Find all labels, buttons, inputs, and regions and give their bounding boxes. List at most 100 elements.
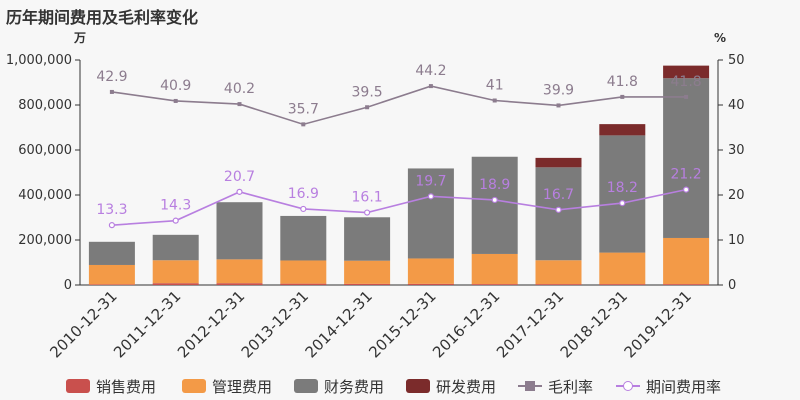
legend-item-rd[interactable]: 研发费用 (406, 374, 496, 398)
bar-sales (216, 283, 263, 285)
bar-sales (471, 284, 518, 285)
bar-sales (280, 283, 327, 285)
bar-finance (599, 135, 646, 253)
right-tick-label: 20 (728, 188, 745, 203)
legend-item-finance[interactable]: 财务费用 (294, 374, 384, 398)
bar-admin (535, 260, 582, 285)
gross-margin-line-icon (518, 379, 542, 393)
bar-admin (599, 252, 646, 285)
right-tick-label: 0 (728, 278, 736, 293)
rd-swatch-icon (406, 379, 430, 393)
x-tick-label: 2017-12-31 (493, 287, 567, 361)
expense-rate-point (172, 217, 179, 224)
expense-rate-data-label: 13.3 (96, 202, 127, 218)
legend-item-gross-margin[interactable]: 毛利率 (518, 374, 593, 398)
expense-rate-point (427, 193, 434, 200)
gross-margin-data-label: 40.2 (224, 81, 255, 97)
left-tick-label: 1,000,000 (6, 53, 72, 68)
expense-rate-point (555, 206, 562, 213)
bar-finance (471, 156, 518, 254)
bar-finance (152, 234, 199, 261)
left-tick-label: 600,000 (18, 143, 72, 158)
gross-margin-data-label: 44.2 (415, 63, 446, 79)
gross-margin-point (428, 84, 433, 89)
right-tick-label: 40 (728, 98, 745, 113)
expense-rate-data-label: 16.7 (543, 187, 574, 203)
expense-rate-point (108, 222, 116, 229)
gross-margin-point (620, 94, 625, 99)
bar-rd (663, 65, 710, 79)
left-tick-label: 200,000 (18, 233, 72, 248)
bar-admin (663, 237, 710, 285)
gross-margin-line (111, 85, 687, 126)
gross-margin-point (301, 122, 306, 127)
bar-finance (280, 215, 327, 261)
expense-rate-point (300, 205, 307, 213)
bar-admin (407, 258, 454, 284)
gross-margin-data-label: 41.8 (671, 74, 702, 90)
left-tick-label: 400,000 (18, 188, 72, 203)
bar-sales (663, 284, 710, 285)
gross-margin-point (684, 94, 689, 99)
expense-rate-point (236, 188, 243, 195)
expense-rate-point (682, 186, 690, 193)
sales-swatch-icon (66, 379, 90, 393)
gross-margin-data-label: 35.7 (288, 101, 319, 117)
expense-rate-point (619, 200, 626, 207)
legend-label-rd: 研发费用 (436, 377, 497, 396)
legend-label-admin: 管理费用 (212, 377, 273, 396)
x-tick-label: 2010-12-31 (46, 287, 120, 361)
finance-swatch-icon (294, 379, 318, 393)
bar-sales (599, 284, 646, 285)
expense-rate-data-label: 18.9 (479, 177, 510, 193)
admin-swatch-icon (182, 379, 206, 393)
legend-item-sales[interactable]: 销售费用 (66, 374, 156, 398)
gross-margin-data-label: 39.5 (352, 84, 383, 100)
left-tick-label: 800,000 (18, 98, 72, 113)
bar-sales (344, 283, 391, 285)
legend-label-finance: 财务费用 (324, 377, 385, 396)
right-axis-unit: % (714, 31, 726, 45)
expense-rate-data-label: 18.2 (607, 180, 638, 196)
expense-rate-point (364, 209, 371, 216)
right-tick-label: 30 (728, 143, 745, 158)
bar-rd (535, 157, 582, 168)
expense-rate-data-label: 16.9 (288, 186, 319, 202)
legend-label-gross-margin: 毛利率 (548, 377, 594, 396)
bar-finance (216, 202, 263, 260)
legend-item-admin[interactable]: 管理费用 (182, 374, 272, 398)
legend-label-expense-rate: 期间费用率 (646, 377, 722, 396)
gross-margin-point (492, 98, 497, 103)
bar-sales (88, 284, 135, 285)
chart-svg: 万 % 0 200,000 400,000 600,000 800,000 1,000,000… (6, 31, 745, 361)
bar-sales (535, 284, 582, 285)
legend: 销售费用 管理费用 财务费用 研发费用 毛利率 期间费用率 (0, 374, 800, 398)
bar-rd (599, 124, 646, 136)
gross-margin-data-label: 39.9 (543, 82, 574, 98)
gross-margin-data-label: 41 (486, 78, 504, 94)
expense-rate-data-label: 14.3 (160, 198, 191, 214)
gross-margin-data-label: 40.9 (160, 78, 191, 94)
x-tick-label: 2018-12-31 (557, 287, 631, 361)
expense-rate-data-label: 19.7 (415, 173, 446, 189)
expense-rate-data-label: 21.2 (671, 167, 702, 183)
x-tick-label: 2013-12-31 (238, 287, 312, 361)
x-tick-label: 2015-12-31 (365, 287, 439, 361)
left-axis-unit: 万 (73, 31, 86, 45)
x-tick-label: 2019-12-31 (621, 287, 695, 361)
x-tick-label: 2016-12-31 (429, 287, 503, 361)
gross-margin-data-label: 41.8 (607, 74, 638, 90)
bar-admin (88, 264, 135, 285)
legend-label-sales: 销售费用 (96, 377, 157, 396)
bar-admin (280, 260, 327, 284)
bar-admin (471, 253, 518, 285)
bar-admin (152, 260, 199, 284)
x-tick-label: 2012-12-31 (174, 287, 248, 361)
bar-finance (88, 241, 135, 265)
expense-rate-line (111, 188, 687, 226)
legend-item-expense-rate[interactable]: 期间费用率 (616, 374, 721, 398)
bar-finance (344, 217, 391, 261)
bar-sales (152, 283, 199, 285)
chart-title: 历年期间费用及毛利率变化 (6, 8, 199, 27)
